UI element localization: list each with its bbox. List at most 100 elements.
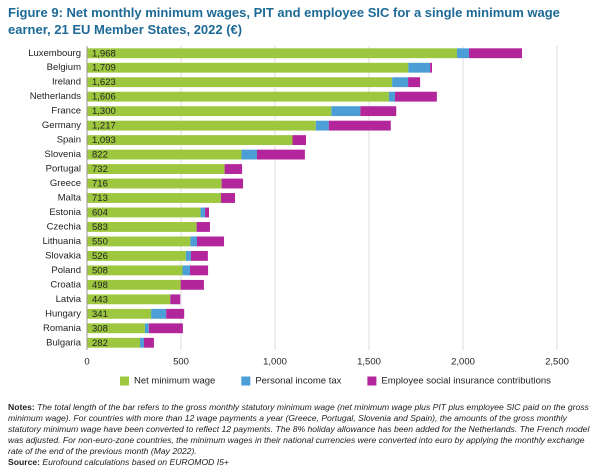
bar-segment xyxy=(87,294,171,305)
bar-segment xyxy=(87,149,242,160)
bar-segment xyxy=(87,236,191,247)
y-tick-label: Slovenia xyxy=(45,149,82,160)
bar-segment xyxy=(87,120,316,131)
bar-segment xyxy=(190,236,197,247)
bar-segment xyxy=(87,48,457,59)
bar-segment xyxy=(360,106,397,117)
bar-segment xyxy=(256,149,305,160)
bar-segment xyxy=(469,48,523,59)
y-tick-label: Latvia xyxy=(56,294,82,305)
source-label: Source: xyxy=(8,457,40,467)
legend-swatch xyxy=(120,376,129,386)
legend-swatch xyxy=(367,376,377,386)
bar-segment xyxy=(388,91,395,102)
source-text: Eurofound calculations based on EUROMOD … xyxy=(42,457,229,467)
bar-segment xyxy=(87,207,201,218)
value-label: 443 xyxy=(92,294,108,305)
bar-segment xyxy=(87,91,389,102)
bar-segment xyxy=(87,323,145,334)
y-tick-label: Germany xyxy=(42,120,81,131)
value-label: 822 xyxy=(92,150,108,161)
value-label: 1,709 xyxy=(92,63,116,74)
value-label: 308 xyxy=(92,323,108,334)
y-tick-label: Czechia xyxy=(47,221,82,232)
y-tick-label: Poland xyxy=(51,265,81,276)
x-tick-label: 2,000 xyxy=(451,357,475,368)
value-label: 1,623 xyxy=(92,77,116,88)
bar-segment xyxy=(315,120,329,131)
legend-label: Personal income tax xyxy=(255,376,341,387)
bar-segment xyxy=(151,308,167,319)
y-tick-label: Romania xyxy=(43,323,82,334)
notes-label: Notes: xyxy=(8,402,35,412)
value-label: 1,606 xyxy=(92,92,116,103)
y-tick-label: Ireland xyxy=(52,77,81,88)
bar-segment xyxy=(200,207,206,218)
y-tick-label: Malta xyxy=(58,193,82,204)
value-label: 1,968 xyxy=(92,48,116,59)
bar-segment xyxy=(144,323,149,334)
bar-segment xyxy=(190,265,209,276)
bar-segment xyxy=(87,164,225,174)
bar-segment xyxy=(196,222,210,232)
bar-segment xyxy=(408,62,431,73)
value-label: 732 xyxy=(92,164,108,175)
bar-segment xyxy=(87,279,181,290)
bar-segment xyxy=(392,77,409,88)
bar-segment xyxy=(221,193,235,203)
bar-segment xyxy=(205,207,210,218)
bar-segment xyxy=(180,279,204,290)
bar-segment xyxy=(87,250,186,261)
bar-segment xyxy=(87,77,393,88)
bar-segment xyxy=(456,48,470,59)
bar-segment xyxy=(408,77,421,88)
y-tick-label: France xyxy=(51,106,81,117)
bar-segment xyxy=(87,106,332,117)
y-tick-label: Greece xyxy=(50,178,81,189)
bar-segment xyxy=(87,337,141,348)
x-tick-label: 500 xyxy=(173,357,189,368)
bar-segment xyxy=(224,164,243,174)
value-label: 341 xyxy=(92,309,108,320)
value-label: 498 xyxy=(92,280,108,291)
y-tick-label: Slovakia xyxy=(45,250,82,261)
value-label: 716 xyxy=(92,179,108,190)
bar-segment xyxy=(190,250,208,261)
y-tick-label: Lithuania xyxy=(42,236,81,247)
value-label: 583 xyxy=(92,222,108,233)
bar-segment xyxy=(430,62,432,73)
bar-segment xyxy=(87,222,197,232)
bar-segment xyxy=(331,106,361,117)
y-tick-label: Portugal xyxy=(46,164,81,175)
bar-segment xyxy=(196,236,225,247)
bar-segment xyxy=(87,62,409,73)
bar-segment xyxy=(292,135,307,146)
bar-segment xyxy=(221,178,244,189)
x-tick-label: 1,500 xyxy=(357,357,381,368)
bar-segment xyxy=(87,308,152,319)
bar-segment xyxy=(241,149,257,160)
bar-segment xyxy=(87,135,293,146)
y-tick-label: Estonia xyxy=(49,207,81,218)
value-label: 604 xyxy=(92,207,108,218)
y-tick-label: Spain xyxy=(57,135,81,146)
value-label: 508 xyxy=(92,265,108,276)
y-tick-label: Bulgaria xyxy=(46,337,82,348)
y-tick-label: Croatia xyxy=(50,279,81,290)
y-tick-label: Netherlands xyxy=(30,91,81,102)
bar-segment xyxy=(143,337,154,348)
chart-title: Figure 9: Net monthly minimum wages, PIT… xyxy=(8,5,560,37)
legend-label: Employee social insurance contributions xyxy=(381,376,551,387)
legend-swatch xyxy=(241,376,251,386)
legend-label: Net minimum wage xyxy=(134,376,215,387)
x-tick-label: 0 xyxy=(84,357,89,368)
bar-segment xyxy=(87,178,222,189)
x-tick-label: 2,500 xyxy=(545,357,569,368)
bar-segment xyxy=(166,308,185,319)
value-label: 526 xyxy=(92,251,108,262)
value-label: 1,093 xyxy=(92,135,116,146)
value-label: 713 xyxy=(92,193,108,204)
bar-segment xyxy=(185,250,191,261)
bar-segment xyxy=(87,265,183,276)
bar-segment xyxy=(170,294,181,305)
